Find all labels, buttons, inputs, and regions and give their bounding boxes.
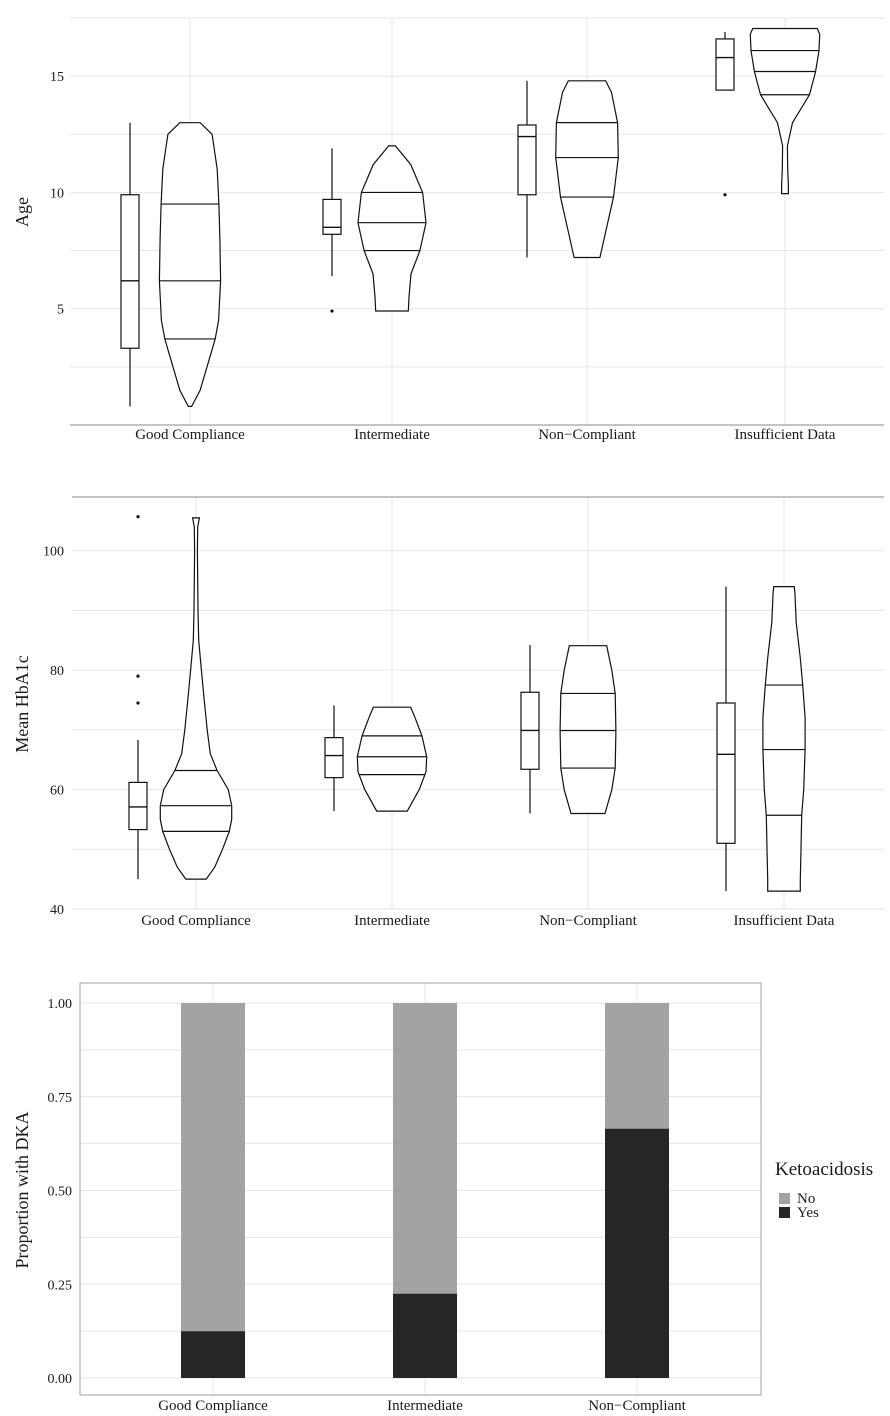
hba1c-y-tick-label: 40	[50, 903, 64, 918]
hba1c-x-ticks: Good Compliance Intermediate Non−Compliant…	[141, 913, 835, 929]
hba1c-box-good-compliance-iqr	[129, 782, 147, 829]
hba1c-x-tick-label: Non−Compliant	[539, 913, 637, 929]
dka-y-tick-label: 0.25	[48, 1278, 73, 1293]
hba1c-y-ticks: 40 60 80 100	[43, 545, 64, 918]
hba1c-box-good-compliance-outlier	[136, 701, 139, 704]
dka-bar-good-compliance-yes	[181, 1331, 245, 1378]
hba1c-x-tick-label: Good Compliance	[141, 913, 251, 929]
age-violin-panel: 5 10 15 Good Compliance Intermediate Non−Com…	[12, 18, 884, 443]
age-violin-non-compliant-outline	[556, 81, 619, 258]
hba1c-violin-insufficient-data-outline	[763, 587, 805, 892]
age-box-intermediate-outlier	[330, 309, 333, 312]
hba1c-violin-panel: 40 60 80 100 Good Compliance Intermediate Non…	[12, 497, 884, 929]
age-box-insufficient-data-outlier	[723, 193, 726, 196]
hba1c-marks	[129, 515, 805, 891]
dka-y-tick-label: 0.00	[48, 1372, 73, 1387]
dka-y-tick-label: 1.00	[48, 997, 73, 1012]
age-y-tick-label: 15	[50, 70, 64, 85]
hba1c-x-tick-label: Insufficient Data	[734, 913, 835, 929]
hba1c-box-intermediate-iqr	[325, 738, 343, 778]
hba1c-violin-non-compliant-outline	[560, 646, 616, 814]
hba1c-y-axis-label: Mean HbA1c	[12, 655, 32, 752]
age-y-axis-label: Age	[12, 197, 32, 227]
hba1c-violin-good-compliance-outline	[160, 518, 231, 879]
dka-y-tick-label: 0.50	[48, 1185, 73, 1200]
hba1c-violin-intermediate-outline	[357, 707, 426, 811]
hba1c-y-tick-label: 60	[50, 784, 64, 799]
dka-bar-panel: 0.00 0.25 0.50 0.75 1.00 Good Compliance Inte…	[12, 983, 873, 1414]
dka-bar-intermediate-yes	[393, 1294, 457, 1378]
dka-y-axis-label: Proportion with DKA	[12, 1112, 32, 1269]
age-y-tick-label: 10	[50, 186, 64, 201]
age-violin-intermediate-outline	[358, 146, 426, 311]
dka-bar-intermediate-no	[393, 1003, 457, 1294]
age-box-non-compliant-iqr	[518, 125, 536, 195]
hba1c-box-good-compliance-outlier	[136, 515, 139, 518]
legend-title: Ketoacidosis	[775, 1159, 873, 1180]
age-box-intermediate-iqr	[323, 199, 341, 234]
age-x-tick-label: Non−Compliant	[538, 427, 636, 443]
legend-swatch-yes	[779, 1207, 790, 1218]
age-x-ticks: Good Compliance Intermediate Non−Compliant…	[135, 427, 836, 443]
legend-swatch-no	[779, 1193, 790, 1204]
age-x-tick-label: Intermediate	[354, 427, 430, 443]
legend-label-yes: Yes	[797, 1205, 819, 1221]
hba1c-y-tick-label: 100	[43, 545, 64, 560]
age-y-tick-label: 5	[57, 303, 64, 318]
hba1c-box-good-compliance-outlier	[136, 675, 139, 678]
dka-x-ticks: Good Compliance Intermediate Non−Compliant	[158, 1398, 686, 1414]
age-violin-good-compliance-outline	[159, 123, 220, 407]
dka-x-tick-label: Intermediate	[387, 1398, 463, 1414]
age-box-insufficient-data-iqr	[716, 39, 734, 90]
dka-bar-non-compliant-no	[605, 1003, 669, 1129]
age-marks	[121, 29, 820, 407]
age-violin-insufficient-data-outline	[750, 29, 819, 194]
hba1c-x-tick-label: Intermediate	[354, 913, 430, 929]
legend: Ketoacidosis No Yes	[775, 1159, 873, 1221]
dka-x-tick-label: Good Compliance	[158, 1398, 268, 1414]
hba1c-box-insufficient-data-iqr	[717, 703, 735, 843]
age-x-tick-label: Good Compliance	[135, 427, 245, 443]
age-box-good-compliance-iqr	[121, 195, 139, 348]
age-y-ticks: 5 10 15	[50, 70, 64, 318]
age-x-tick-label: Insufficient Data	[735, 427, 836, 443]
hba1c-y-tick-label: 80	[50, 664, 64, 679]
dka-bar-non-compliant-yes	[605, 1129, 669, 1378]
dka-bar-good-compliance-no	[181, 1003, 245, 1331]
dka-y-tick-label: 0.75	[48, 1091, 73, 1106]
dka-y-ticks: 0.00 0.25 0.50 0.75 1.00	[48, 997, 73, 1387]
dka-x-tick-label: Non−Compliant	[588, 1398, 686, 1414]
